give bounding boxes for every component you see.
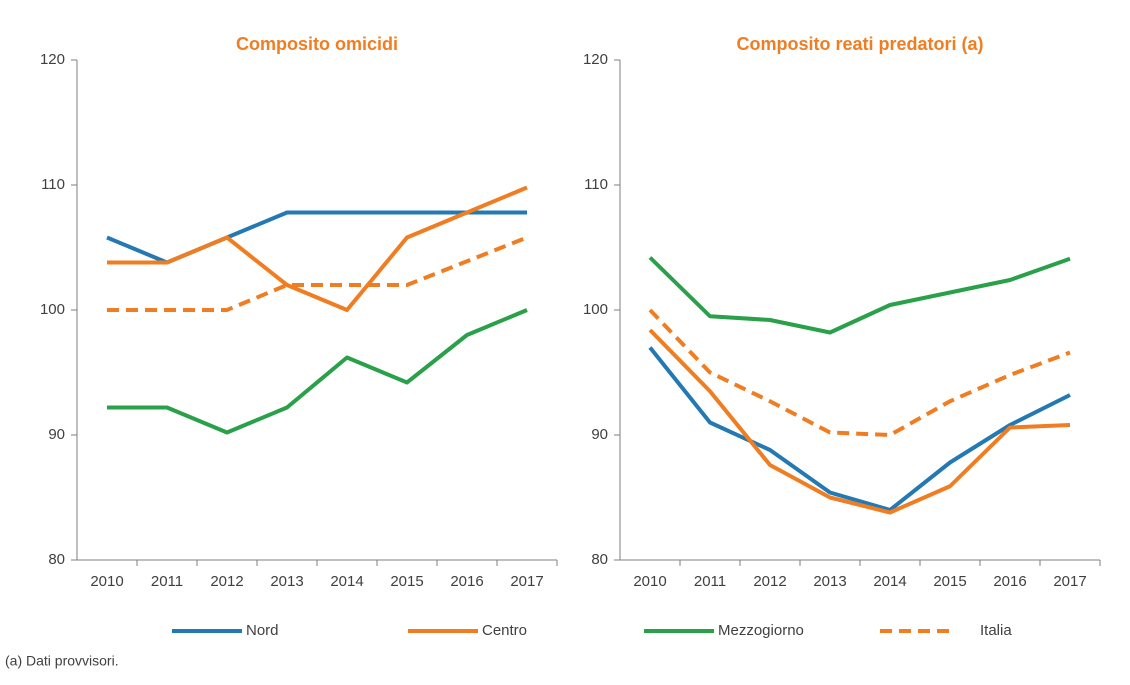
- x-tick-label: 2016: [450, 573, 483, 590]
- legend-label: Italia: [980, 622, 1012, 639]
- y-tick-label: 110: [584, 176, 608, 193]
- y-tick-label: 120: [583, 51, 608, 68]
- series-line: [648, 308, 1071, 437]
- legend-label: Centro: [482, 622, 527, 639]
- y-tick-label: 120: [40, 51, 65, 68]
- series-line: [107, 308, 528, 435]
- x-tick-label: 2013: [270, 573, 303, 590]
- y-tick-label: 80: [591, 551, 608, 568]
- x-tick-label: 2012: [753, 573, 786, 590]
- x-tick-label: 2014: [873, 573, 906, 590]
- y-tick-label: 80: [48, 551, 65, 568]
- x-tick-label: 2013: [813, 573, 846, 590]
- series-line: [648, 346, 1071, 512]
- x-tick-label: 2015: [390, 573, 423, 590]
- x-tick-label: 2014: [330, 573, 363, 590]
- legend-label: Nord: [246, 622, 279, 639]
- series-line: [107, 185, 528, 312]
- y-tick-label: 100: [583, 301, 608, 318]
- chart-title: Composito reati predatori (a): [736, 34, 983, 54]
- x-tick-label: 2012: [210, 573, 243, 590]
- series-line: [107, 235, 528, 312]
- x-tick-label: 2011: [694, 573, 726, 590]
- chart-title: Composito omicidi: [236, 34, 398, 54]
- x-tick-label: 2015: [933, 573, 966, 590]
- x-tick-label: 2017: [1053, 573, 1086, 590]
- x-tick-label: 2011: [151, 573, 183, 590]
- x-tick-label: 2010: [633, 573, 666, 590]
- series-line: [648, 256, 1071, 335]
- y-tick-label: 110: [41, 176, 65, 193]
- y-tick-label: 90: [591, 426, 608, 443]
- y-tick-label: 100: [40, 301, 65, 318]
- x-tick-label: 2010: [90, 573, 123, 590]
- legend-label: Mezzogiorno: [718, 622, 804, 639]
- x-tick-label: 2016: [993, 573, 1026, 590]
- series-line: [648, 328, 1071, 515]
- footnote: (a) Dati provvisori.: [5, 653, 119, 669]
- x-tick-label: 2017: [510, 573, 543, 590]
- y-tick-label: 90: [48, 426, 65, 443]
